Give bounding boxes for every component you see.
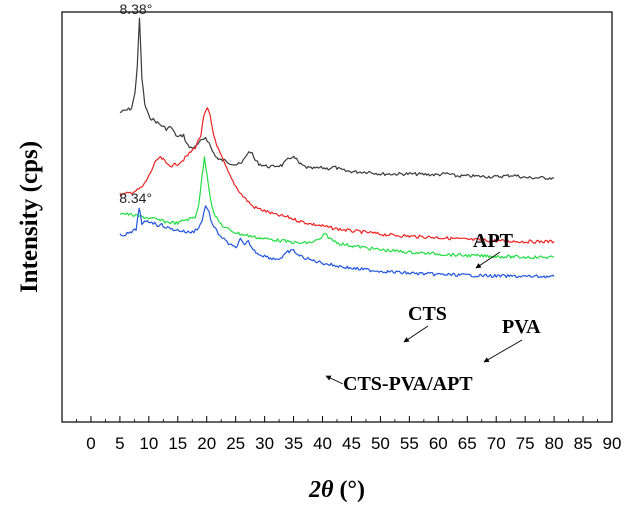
series-line-cts-pva-apt bbox=[119, 205, 555, 279]
x-tick-label: 5 bbox=[115, 434, 124, 453]
series-line-pva bbox=[119, 156, 555, 260]
x-tick-label: 30 bbox=[255, 434, 274, 453]
x-tick-label: 35 bbox=[284, 434, 303, 453]
y-axis-label: Intensity (cps) bbox=[16, 141, 43, 293]
x-tick-label: 75 bbox=[516, 434, 535, 453]
series-label-cts: CTS bbox=[408, 303, 447, 325]
x-tick-label: 90 bbox=[603, 434, 622, 453]
x-tick-label: 55 bbox=[400, 434, 419, 453]
plot-frame bbox=[61, 11, 613, 423]
series-label-pva: PVA bbox=[502, 316, 541, 338]
x-tick-label: 65 bbox=[458, 434, 477, 453]
series-leader-cts-pva-apt bbox=[325, 375, 344, 385]
x-axis-label: 2θ (°) bbox=[308, 477, 365, 503]
x-tick-label: 70 bbox=[487, 434, 506, 453]
x-tick-label: 20 bbox=[197, 434, 216, 453]
x-tick-label: 60 bbox=[429, 434, 448, 453]
series-label-cts-pva-apt: CTS-PVA/APT bbox=[343, 373, 473, 395]
series-leader-cts bbox=[403, 325, 429, 343]
x-tick-label: 85 bbox=[574, 434, 593, 453]
x-tick-label: 0 bbox=[86, 434, 95, 453]
series-lines bbox=[119, 17, 555, 279]
x-axis-label-unit: (°) bbox=[333, 477, 365, 503]
series-line-apt bbox=[119, 17, 555, 180]
x-tick-label: 50 bbox=[371, 434, 390, 453]
series-leader-apt bbox=[475, 251, 501, 269]
x-ticks: 0 5 10 15 20 25 30 35 40 45 50 55 60 65 70 75 80 85 90 bbox=[76, 416, 621, 453]
peak-annotation: 8.34° bbox=[119, 190, 152, 206]
series-labels: APT CTS PVA CTS-PVA/APT bbox=[325, 230, 541, 395]
series-leader-pva bbox=[483, 339, 523, 363]
x-tick-label: 40 bbox=[313, 434, 332, 453]
x-axis-label-symbol: 2θ bbox=[308, 477, 334, 503]
x-tick-label: 25 bbox=[226, 434, 245, 453]
x-tick-label: 15 bbox=[168, 434, 187, 453]
x-tick-label: 10 bbox=[139, 434, 158, 453]
peak-annotation: 8.38° bbox=[119, 1, 152, 17]
series-line-cts bbox=[119, 107, 555, 244]
x-tick-label: 80 bbox=[545, 434, 564, 453]
peak-annotations: 8.38° 8.34° bbox=[119, 1, 152, 206]
x-tick-label: 45 bbox=[342, 434, 361, 453]
series-label-apt: APT bbox=[473, 230, 514, 252]
